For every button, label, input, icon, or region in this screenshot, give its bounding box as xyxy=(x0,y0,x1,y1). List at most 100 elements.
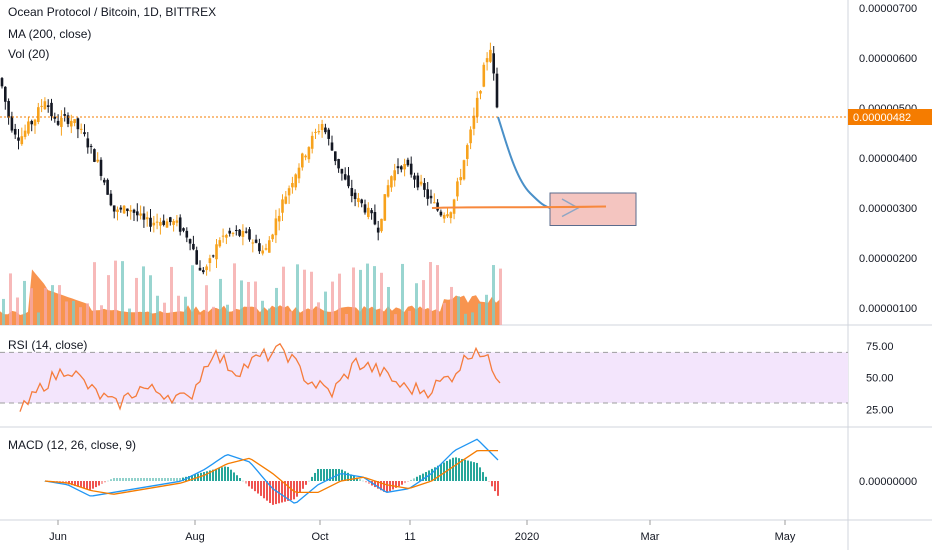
candle-body xyxy=(324,127,327,133)
candle-body xyxy=(139,213,142,216)
projection-arrow xyxy=(561,198,580,218)
volume-bar xyxy=(226,304,229,325)
candle-body xyxy=(475,97,479,117)
macd-histogram-bar xyxy=(248,481,250,487)
candle-body xyxy=(221,235,225,237)
macd-histogram-bar xyxy=(152,478,154,481)
candle-body xyxy=(63,114,66,116)
candle-body xyxy=(264,248,268,250)
candle-body xyxy=(7,100,10,118)
macd-histogram-bar xyxy=(293,481,295,500)
volume-bar xyxy=(499,268,502,325)
macd-histogram-bar xyxy=(242,480,244,482)
candle-body xyxy=(495,73,499,108)
volume-bar xyxy=(492,265,495,325)
candle-body xyxy=(383,194,387,221)
candle-body xyxy=(73,119,76,124)
macd-line xyxy=(44,438,499,504)
price-tick-label: 0.00000200 xyxy=(859,253,917,265)
macd-histogram-bar xyxy=(149,478,151,481)
volume-bar xyxy=(170,266,173,325)
macd-histogram-bar xyxy=(230,469,232,481)
macd-histogram-bar xyxy=(302,481,304,489)
candle-body xyxy=(86,138,90,148)
volume-indicator-label[interactable]: Vol (20) xyxy=(8,47,50,61)
volume-bar xyxy=(191,265,194,325)
candle-body xyxy=(403,163,406,170)
candle-body xyxy=(185,230,189,238)
macd-histogram-bar xyxy=(356,477,358,481)
volume-bar xyxy=(51,285,54,325)
macd-histogram-bar xyxy=(164,478,166,481)
macd-indicator-label[interactable]: MACD (12, 26, close, 9) xyxy=(8,438,137,452)
time-tick-label: Aug xyxy=(185,531,205,543)
rsi-tick-label: 50.00 xyxy=(866,373,894,385)
macd-histogram-bar xyxy=(125,478,127,481)
candle-body xyxy=(301,153,304,168)
candle-body xyxy=(327,129,330,139)
volume-bar xyxy=(366,263,369,325)
macd-histogram-bar xyxy=(218,468,220,481)
candle-body xyxy=(314,131,317,133)
macd-histogram-bar xyxy=(128,478,130,481)
candle-body xyxy=(103,179,106,183)
macd-histogram-bar xyxy=(101,481,103,484)
candle-body xyxy=(350,188,354,197)
macd-histogram-bar xyxy=(134,478,136,481)
candle-body xyxy=(406,159,410,166)
volume-bar xyxy=(485,294,488,325)
macd-histogram-bar xyxy=(365,481,367,483)
volume-bar xyxy=(23,280,26,325)
volume-bar xyxy=(72,300,75,325)
candle-body xyxy=(152,222,156,226)
macd-histogram-bar xyxy=(419,475,421,481)
macd-histogram-bar xyxy=(287,481,289,501)
volume-bar xyxy=(359,269,362,325)
volume-bar xyxy=(219,278,222,325)
candle-body xyxy=(202,270,205,273)
macd-histogram-bar xyxy=(206,471,208,481)
candle-body xyxy=(449,212,453,219)
candle-body xyxy=(409,163,413,175)
volume-bar xyxy=(352,267,355,325)
macd-histogram-bar xyxy=(497,481,499,496)
volume-bar xyxy=(212,306,215,325)
volume-bar xyxy=(184,296,187,325)
candle-body xyxy=(40,105,43,107)
volume-bar xyxy=(338,273,341,325)
candle-body xyxy=(459,177,462,181)
ma-indicator-label[interactable]: MA (200, close) xyxy=(8,27,92,41)
macd-histogram-bar xyxy=(104,481,106,483)
volume-bar xyxy=(247,281,250,325)
candle-body xyxy=(416,175,420,188)
macd-histogram-bar xyxy=(344,471,346,481)
macd-histogram-bar xyxy=(449,459,451,481)
symbol-title[interactable]: Ocean Protocol / Bitcoin, 1D, BITTREX xyxy=(8,5,217,19)
macd-histogram-bar xyxy=(146,478,148,481)
candle-body xyxy=(0,78,4,87)
current-price-label: 0.00000482 xyxy=(853,112,911,124)
candle-body xyxy=(277,215,281,222)
macd-histogram-bar xyxy=(491,481,493,487)
volume-bar xyxy=(471,312,474,325)
macd-histogram-bar xyxy=(347,472,349,481)
candle-body xyxy=(396,166,400,169)
candle-body xyxy=(60,117,63,127)
rsi-indicator-label[interactable]: RSI (14, close) xyxy=(8,338,88,352)
candle-body xyxy=(287,188,291,196)
macd-histogram-bar xyxy=(89,481,91,490)
candle-body xyxy=(241,230,245,237)
candle-body xyxy=(268,240,271,253)
macd-histogram-bar xyxy=(77,481,79,487)
macd-histogram-bar xyxy=(188,476,190,481)
time-tick-label: 2020 xyxy=(515,531,539,543)
macd-histogram-bar xyxy=(332,469,334,481)
macd-histogram-bar xyxy=(380,481,382,491)
macd-histogram-bar xyxy=(350,474,352,481)
candle-body xyxy=(155,221,159,223)
candle-body xyxy=(423,183,426,190)
candle-body xyxy=(235,229,238,231)
candle-body xyxy=(162,220,165,225)
candle-body xyxy=(337,159,340,169)
